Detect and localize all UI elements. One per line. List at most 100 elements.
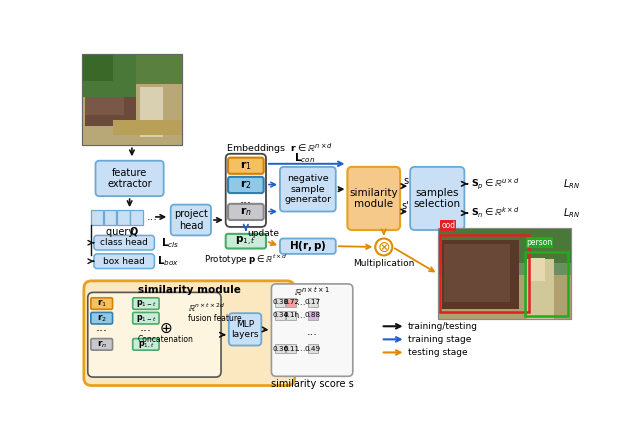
FancyBboxPatch shape — [94, 254, 154, 269]
Bar — [438, 228, 572, 263]
FancyBboxPatch shape — [228, 177, 264, 193]
FancyBboxPatch shape — [228, 204, 264, 220]
Text: training/testing: training/testing — [408, 322, 478, 331]
Bar — [131, 210, 143, 224]
Text: $\mathbf{r}_1$: $\mathbf{r}_1$ — [240, 159, 252, 172]
Bar — [438, 228, 572, 319]
Text: negative
sample
generator: negative sample generator — [284, 174, 332, 204]
Text: $L_{RN}$: $L_{RN}$ — [563, 177, 580, 191]
Bar — [308, 311, 318, 320]
Bar — [275, 344, 285, 353]
Text: person: person — [527, 238, 553, 247]
Text: 0.1h: 0.1h — [283, 313, 299, 318]
Text: ...: ... — [147, 212, 157, 222]
Text: ...: ... — [140, 321, 152, 333]
Text: $\mathbf{r}_n$: $\mathbf{r}_n$ — [240, 205, 252, 218]
Text: Prototype $\mathbf{p}\in\mathbb{R}^{t\times d}$: Prototype $\mathbf{p}\in\mathbb{R}^{t\ti… — [204, 253, 288, 267]
Text: similarity
module: similarity module — [349, 188, 398, 209]
Text: box head: box head — [103, 257, 145, 266]
FancyBboxPatch shape — [91, 312, 113, 324]
Text: $\mathbb{R}^{n\times t\times 1}$: $\mathbb{R}^{n\times t\times 1}$ — [294, 285, 330, 298]
Bar — [81, 85, 182, 145]
Text: 0.17: 0.17 — [305, 299, 321, 306]
FancyBboxPatch shape — [132, 312, 159, 324]
Text: ...: ... — [296, 311, 305, 320]
Text: $\mathbf{L}_{box}$: $\mathbf{L}_{box}$ — [157, 254, 179, 268]
Text: $\mathbf{r}_1$: $\mathbf{r}_1$ — [97, 298, 107, 309]
Bar — [438, 228, 572, 319]
Bar — [438, 275, 572, 319]
FancyBboxPatch shape — [410, 167, 465, 230]
Text: feature
extractor: feature extractor — [108, 168, 152, 189]
Bar — [81, 54, 136, 97]
Text: $\mathbf{Q}$: $\mathbf{Q}$ — [129, 225, 138, 238]
FancyBboxPatch shape — [226, 234, 266, 248]
Bar — [275, 311, 285, 320]
Text: $\otimes$: $\otimes$ — [377, 239, 390, 254]
Text: s: s — [404, 176, 409, 186]
Text: 0.11: 0.11 — [283, 346, 300, 351]
Bar — [140, 87, 163, 137]
Text: $\mathbf{L}_{con}$: $\mathbf{L}_{con}$ — [294, 151, 316, 164]
Bar — [440, 235, 529, 312]
Text: MLP
layers: MLP layers — [231, 320, 259, 339]
Bar — [104, 210, 116, 224]
Text: $\mathbf{p}_{1-t}$: $\mathbf{p}_{1-t}$ — [136, 298, 156, 309]
Bar — [286, 311, 296, 320]
Text: Concatenation: Concatenation — [138, 335, 193, 344]
Text: ...: ... — [240, 193, 252, 206]
Text: $\mathbf{p}_{1-t}$: $\mathbf{p}_{1-t}$ — [136, 313, 156, 324]
Bar — [81, 54, 182, 146]
Text: ...: ... — [96, 321, 108, 333]
Text: $\mathbf{L}_{cls}$: $\mathbf{L}_{cls}$ — [161, 236, 179, 250]
Text: $\mathbf{H(r,p)}$: $\mathbf{H(r,p)}$ — [289, 239, 327, 253]
Bar — [81, 54, 113, 82]
Text: Multiplication: Multiplication — [353, 259, 415, 269]
Text: 0.49: 0.49 — [305, 346, 321, 351]
Text: query: query — [106, 227, 141, 236]
Text: $L_{RN}$: $L_{RN}$ — [563, 206, 580, 220]
Bar — [85, 68, 136, 126]
Bar — [91, 210, 103, 224]
Text: training stage: training stage — [408, 335, 471, 344]
Bar — [525, 251, 568, 316]
Text: 0.36: 0.36 — [272, 346, 289, 351]
Circle shape — [375, 239, 392, 255]
Text: testing stage: testing stage — [408, 348, 467, 357]
FancyBboxPatch shape — [132, 339, 159, 350]
FancyBboxPatch shape — [88, 292, 221, 377]
Text: Embeddings  $\mathbf{r}\in\mathbb{R}^{n\times d}$: Embeddings $\mathbf{r}\in\mathbb{R}^{n\t… — [227, 141, 333, 156]
FancyBboxPatch shape — [226, 154, 266, 227]
Bar — [444, 244, 510, 302]
Bar — [117, 210, 129, 224]
Text: ...: ... — [296, 298, 305, 307]
Text: $\mathbf{S}_p\in\mathbb{R}^{u\times d}$: $\mathbf{S}_p\in\mathbb{R}^{u\times d}$ — [470, 176, 520, 191]
Bar — [113, 120, 182, 135]
FancyBboxPatch shape — [271, 284, 353, 376]
Text: $\mathbb{R}^{n\times t\times 2d}$: $\mathbb{R}^{n\times t\times 2d}$ — [189, 302, 226, 314]
Text: ood: ood — [441, 221, 455, 230]
FancyBboxPatch shape — [348, 167, 400, 230]
Text: class head: class head — [100, 238, 148, 247]
FancyBboxPatch shape — [280, 167, 336, 212]
FancyBboxPatch shape — [280, 239, 336, 254]
Text: 0.38: 0.38 — [272, 299, 289, 306]
Text: $\mathbf{S}_n\in\mathbb{R}^{k\times d}$: $\mathbf{S}_n\in\mathbb{R}^{k\times d}$ — [470, 206, 519, 220]
FancyBboxPatch shape — [84, 281, 294, 385]
FancyBboxPatch shape — [94, 235, 154, 250]
Text: $\mathbf{p}_{1,t}$: $\mathbf{p}_{1,t}$ — [138, 339, 154, 350]
Text: $\mathbf{r}_n$: $\mathbf{r}_n$ — [97, 339, 107, 350]
FancyBboxPatch shape — [95, 161, 164, 196]
Text: $\mathbf{r}_2$: $\mathbf{r}_2$ — [97, 312, 107, 324]
Text: update: update — [247, 228, 279, 238]
Bar — [81, 54, 182, 146]
Bar — [286, 344, 296, 353]
Bar — [81, 54, 182, 85]
FancyBboxPatch shape — [228, 157, 264, 174]
FancyBboxPatch shape — [91, 339, 113, 350]
Bar — [442, 240, 520, 309]
Text: 0.34: 0.34 — [272, 313, 289, 318]
Bar — [308, 344, 318, 353]
Bar — [275, 298, 285, 307]
Bar — [85, 76, 124, 115]
